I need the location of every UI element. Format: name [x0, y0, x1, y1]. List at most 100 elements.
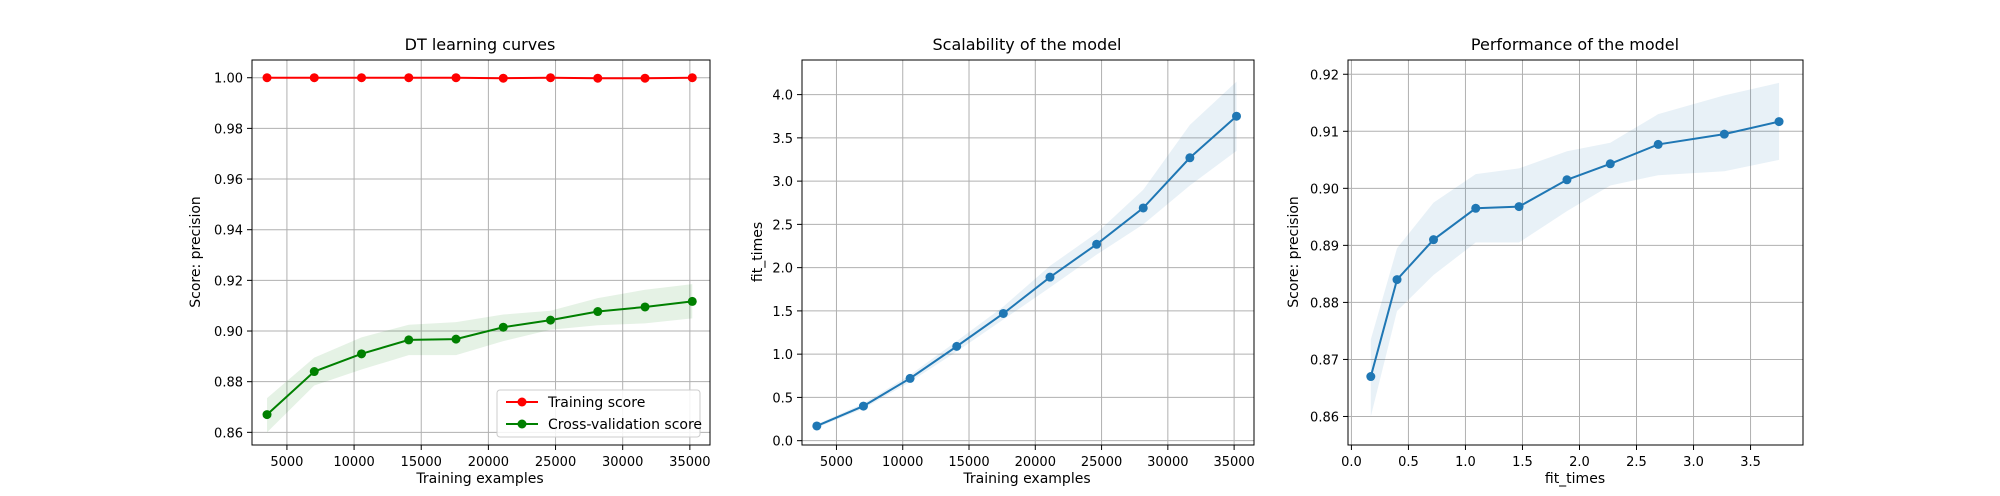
performance-series-0-point — [1562, 175, 1572, 185]
learning-curves-axes-frame — [251, 59, 711, 446]
performance-ytick-label: 0.88 — [1310, 296, 1339, 311]
performance-series-0-point — [1471, 203, 1481, 213]
scalability-series-0-point — [905, 373, 915, 383]
performance-ticks: 0.0 0.5 1.0 1.5 2.0 2.5 3.0 3.5 0.86 0.87 0.88 0.89… — [1310, 68, 1761, 470]
performance-series-0-band — [1370, 82, 1780, 417]
learning-curves-xtick-label: 25000 — [535, 455, 576, 470]
performance-title: Performance of the model — [1471, 35, 1679, 54]
scalability-ytick-label: 3.5 — [772, 132, 793, 147]
scalability-series-0-point — [998, 308, 1008, 318]
learning-curves-ytick-label: 0.92 — [214, 274, 243, 289]
performance-xlabel: fit_times — [1545, 471, 1605, 487]
scalability-series-0-point — [1092, 239, 1102, 249]
performance-ylabel: Score: precision — [1286, 196, 1302, 308]
learning-curves-xlabel: Training examples — [415, 471, 543, 487]
learning-curves-series-1-point — [357, 349, 367, 359]
learning-curves-title: DT learning curves — [405, 35, 556, 54]
learning-curves-series — [262, 73, 697, 433]
learning-curves-panel: DT learning curves Training examples Sco… — [188, 35, 711, 487]
performance-xtick-label: 3.5 — [1740, 455, 1761, 470]
performance-xtick-label: 3.0 — [1683, 455, 1704, 470]
scalability-axes-frame — [801, 59, 1255, 446]
legend-training-marker — [517, 397, 527, 407]
learning-curves-xtick-label: 15000 — [401, 455, 442, 470]
learning-curves-series-0-point — [687, 73, 697, 83]
performance-axes-frame — [1347, 59, 1804, 446]
scalability-xtick-label: 35000 — [1213, 455, 1254, 470]
learning-curves-ytick-label: 0.96 — [214, 173, 243, 188]
scalability-grid — [802, 60, 1254, 445]
learning-curves-series-1-point — [498, 322, 508, 332]
learning-curves-series-0-point — [451, 73, 461, 83]
performance-xtick-label: 1.5 — [1512, 455, 1533, 470]
learning-curves-series-1-point — [309, 367, 319, 377]
learning-curves-series-1-band — [267, 284, 693, 433]
learning-curves-xtick-label: 5000 — [270, 455, 303, 470]
performance-series-0-point — [1514, 202, 1524, 212]
scalability-xtick-label: 25000 — [1081, 455, 1122, 470]
learning-curves-series-0-point — [404, 73, 414, 83]
performance-series-0-line — [1369, 120, 1780, 377]
learning-curves-ytick-label: 0.86 — [214, 426, 243, 441]
learning-curves-xtick-label: 20000 — [468, 455, 509, 470]
scalability-series-0-point — [858, 401, 868, 411]
learning-curves-ylabel: Score: precision — [188, 196, 204, 308]
learning-curves-series-0-point — [309, 73, 319, 83]
performance-series-0-point — [1429, 235, 1439, 245]
performance-series-0-point — [1366, 372, 1376, 382]
learning-curves-series-1-point — [640, 302, 650, 312]
scalability-xlabel: Training examples — [962, 471, 1090, 487]
performance-ytick-label: 0.86 — [1310, 410, 1339, 425]
scalability-panel: Scalability of the model Training exampl… — [750, 35, 1255, 487]
scalability-ytick-label: 2.0 — [772, 262, 793, 277]
scalability-ytick-label: 3.0 — [772, 175, 793, 190]
performance-xtick-label: 2.5 — [1626, 455, 1647, 470]
performance-xtick-label: 0.0 — [1341, 455, 1362, 470]
performance-panel: Performance of the model fit_times Score… — [1286, 35, 1804, 487]
performance-grid — [1348, 60, 1803, 445]
learning-curves-ytick-label: 1.00 — [214, 72, 243, 87]
performance-series-0-point — [1719, 129, 1729, 139]
performance-series-0-point — [1605, 159, 1615, 169]
scalability-series — [812, 81, 1242, 431]
scalability-ytick-label: 0.0 — [772, 435, 793, 450]
scalability-ytick-label: 1.0 — [772, 348, 793, 363]
scalability-ylabel: fit_times — [750, 222, 766, 282]
performance-series-0-point — [1653, 139, 1663, 149]
scalability-xtick-label: 15000 — [948, 455, 989, 470]
learning-curves-series-0-point — [262, 73, 272, 83]
learning-curves-series-1-point — [404, 335, 414, 345]
performance-series-0-point — [1774, 117, 1784, 127]
scalability-xtick-label: 10000 — [882, 455, 923, 470]
performance-xtick-label: 0.5 — [1398, 455, 1419, 470]
scalability-ticks: 5000 10000 15000 20000 25000 30000 35000 0.0 0.5… — [772, 89, 1254, 470]
performance-ytick-label: 0.90 — [1310, 182, 1339, 197]
scalability-ytick-label: 1.5 — [772, 305, 793, 320]
scalability-series-0-point — [1185, 153, 1195, 163]
scalability-series-0-point — [812, 421, 822, 431]
learning-curves-series-0-point — [498, 73, 508, 83]
learning-curves-series-1-line — [266, 300, 693, 416]
learning-curves-series-1-point — [262, 410, 272, 420]
learning-curves-ytick-label: 0.90 — [214, 325, 243, 340]
learning-curves-xtick-label: 10000 — [333, 455, 374, 470]
performance-series — [1366, 82, 1784, 417]
learning-curves-series-1-point — [687, 296, 697, 306]
learning-curves-series-1-point — [451, 334, 461, 344]
learning-curves-ticks: 5000 10000 15000 20000 25000 30000 35000 0.86 0.… — [214, 72, 710, 470]
legend-frame — [496, 389, 701, 438]
learning-curves-series-1-point — [593, 307, 603, 317]
scalability-ytick-label: 0.5 — [772, 391, 793, 406]
performance-ytick-label: 0.92 — [1310, 68, 1339, 83]
scalability-xtick-label: 30000 — [1147, 455, 1188, 470]
scalability-xtick-label: 20000 — [1015, 455, 1056, 470]
scalability-series-0-point — [1045, 272, 1055, 282]
legend-cv-label: Cross-validation score — [548, 417, 702, 433]
learning-curves-xtick-label: 30000 — [602, 455, 643, 470]
scalability-title: Scalability of the model — [933, 35, 1122, 54]
scalability-xtick-label: 5000 — [820, 455, 853, 470]
scalability-series-0-point — [952, 341, 962, 351]
learning-curves-series-0-line — [267, 76, 693, 80]
